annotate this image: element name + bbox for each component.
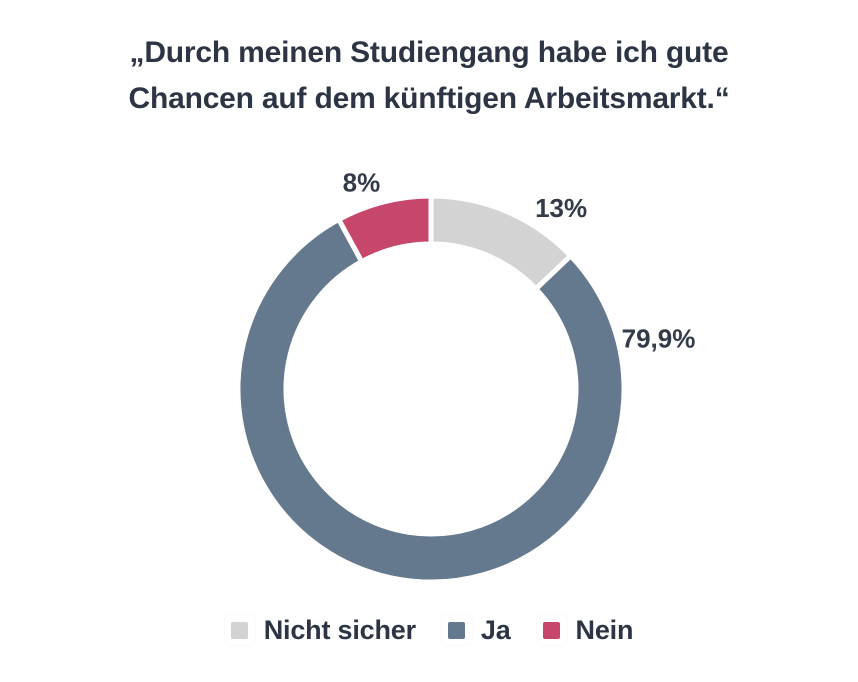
- legend-label-nein: Nein: [575, 614, 634, 645]
- chart-legend: Nicht sicher Ja Nein: [0, 610, 858, 650]
- segment-value-label-nein: 8%: [343, 167, 381, 197]
- legend-label-nicht-sicher: Nicht sicher: [263, 614, 416, 645]
- legend-swatch-fill-icon: [448, 621, 466, 639]
- legend-item-nicht-sicher: Nicht sicher: [224, 614, 416, 646]
- legend-swatch-nicht-sicher: [224, 615, 255, 645]
- legend-label-ja: Ja: [480, 614, 511, 645]
- legend-item-ja: Ja: [441, 614, 511, 646]
- donut-segment-ja: [235, 216, 627, 585]
- legend-swatch-fill-icon: [543, 621, 561, 639]
- chart-title-line1: „Durch meinen Studiengang habe ich gute: [129, 36, 729, 69]
- chart-title: „Durch meinen Studiengang habe ich gute …: [0, 30, 858, 122]
- legend-swatch-fill-icon: [231, 621, 249, 639]
- donut-segment-nein: [336, 193, 434, 265]
- segment-value-label-nicht-sicher: 13%: [535, 193, 587, 223]
- legend-item-nein: Nein: [536, 614, 634, 646]
- legend-swatch-ja: [441, 615, 472, 645]
- segment-value-label-ja: 79,9%: [622, 324, 696, 354]
- legend-swatch-nein: [536, 615, 567, 645]
- chart-title-line2: Chancen auf dem künftigen Arbeitsmarkt.“: [128, 82, 730, 115]
